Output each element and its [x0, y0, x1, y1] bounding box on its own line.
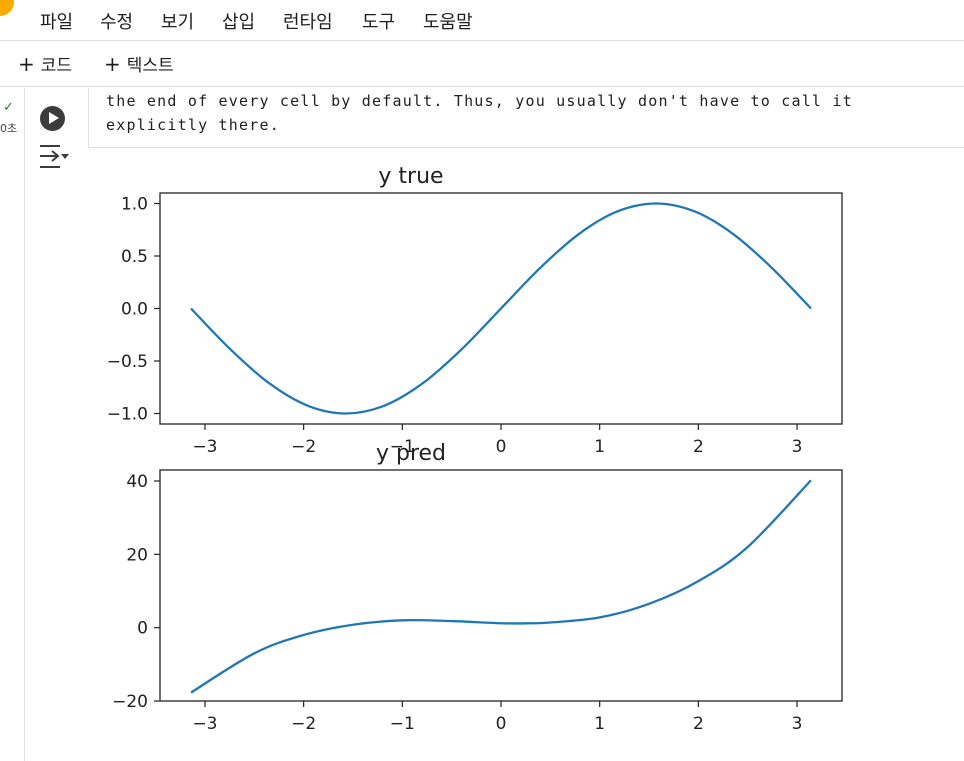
run-cell-button[interactable]	[40, 106, 65, 131]
y-tick-label: 40	[126, 472, 148, 492]
x-tick-label: 1	[594, 437, 605, 457]
y-tick-label: 0	[137, 619, 148, 639]
menu-view[interactable]: 보기	[161, 12, 195, 33]
menu-file[interactable]: 파일	[40, 12, 74, 33]
x-tick-label: −2	[291, 714, 316, 734]
add-text-button[interactable]: + 텍스트	[104, 51, 174, 76]
y-tick-label: −1.0	[107, 405, 148, 425]
add-text-label: 텍스트	[126, 56, 174, 76]
y-tick-label: −0.5	[107, 352, 148, 372]
x-tick-label: 2	[693, 437, 704, 457]
y-tick-label: 20	[126, 545, 148, 565]
code-cell[interactable]: the end of every cell by default. Thus, …	[88, 88, 964, 148]
series-line	[190, 202, 812, 415]
menu-bar: 파일 수정 보기 삽입 런타임 도구 도움말	[0, 0, 964, 41]
x-tick-label: 0	[496, 437, 507, 457]
menu-edit[interactable]: 수정	[100, 12, 134, 33]
axes-frame	[159, 469, 843, 702]
x-tick-label: −2	[291, 437, 316, 457]
output-toggle-icon[interactable]	[38, 144, 70, 170]
y-tick-label: −20	[112, 692, 148, 712]
add-code-button[interactable]: + 코드	[18, 51, 72, 76]
code-line: explicitly there.	[106, 116, 280, 134]
execution-time: 0초	[0, 122, 18, 135]
plus-icon: +	[104, 52, 121, 76]
x-tick-label: −3	[192, 437, 217, 457]
x-tick-label: 2	[693, 714, 704, 734]
chart-title: y pred	[376, 441, 446, 466]
series-line	[190, 479, 812, 694]
x-tick-label: 3	[792, 437, 803, 457]
check-icon: ✓	[3, 100, 14, 115]
cell-border	[24, 88, 25, 761]
menu-runtime[interactable]: 런타임	[283, 12, 333, 33]
y-tick-label: 0.0	[121, 300, 148, 320]
x-tick-label: 3	[792, 714, 803, 734]
x-tick-label: 0	[496, 714, 507, 734]
y-tick-label: 0.5	[121, 247, 148, 267]
y-tick-label: 1.0	[121, 195, 148, 215]
chart-title: y true	[378, 164, 443, 189]
x-tick-label: −1	[390, 437, 415, 457]
x-tick-label: −3	[192, 714, 217, 734]
x-tick-label: 1	[594, 714, 605, 734]
plus-icon: +	[18, 52, 35, 76]
menu-tools[interactable]: 도구	[362, 12, 396, 33]
menu-insert[interactable]: 삽입	[222, 12, 256, 33]
code-line: the end of every cell by default. Thus, …	[106, 92, 853, 110]
add-code-label: 코드	[40, 56, 73, 76]
toolbar: + 코드 + 텍스트	[0, 41, 964, 87]
x-tick-label: −1	[390, 714, 415, 734]
menu-help[interactable]: 도움말	[423, 12, 473, 33]
